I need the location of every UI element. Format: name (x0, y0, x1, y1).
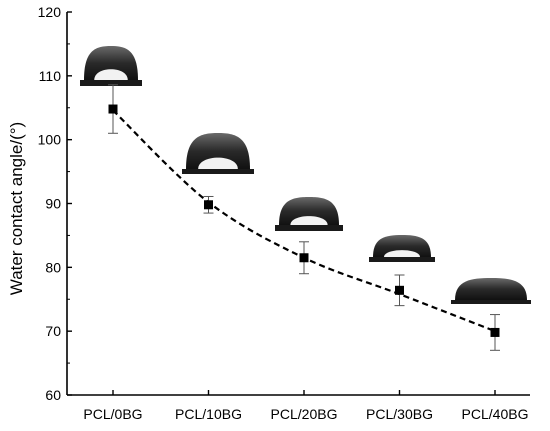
substrate (369, 257, 435, 262)
water-droplet-image (80, 46, 142, 86)
x-tick-label: PCL/0BG (83, 406, 142, 422)
x-tick-label: PCL/40BG (462, 406, 529, 422)
substrate (275, 225, 343, 231)
data-point (299, 253, 309, 263)
y-tick-label: 60 (45, 387, 61, 403)
y-tick-label: 90 (45, 196, 61, 212)
x-tick-label: PCL/20BG (271, 406, 338, 422)
substrate (451, 300, 531, 304)
data-point (108, 104, 118, 114)
substrate (182, 169, 254, 174)
droplet-highlight (94, 69, 128, 80)
y-tick-label: 120 (38, 4, 62, 20)
data-point (490, 327, 500, 337)
y-axis-label: Water contact angle/(°) (7, 122, 26, 295)
y-tick-label: 110 (39, 68, 62, 84)
data-point (204, 200, 213, 210)
droplet (455, 278, 527, 300)
x-tick-label: PCL/10BG (175, 406, 242, 422)
water-droplet-image (451, 278, 531, 304)
droplet (279, 197, 339, 225)
droplet (84, 46, 138, 80)
water-droplet-image (275, 197, 343, 231)
droplet-highlight (198, 157, 238, 169)
y-tick-label: 70 (45, 323, 61, 339)
x-tick-label: PCL/30BG (366, 406, 433, 422)
data-point (395, 285, 404, 295)
droplet (373, 235, 431, 257)
y-tick-label: 80 (45, 259, 61, 275)
y-tick-label: 100 (38, 132, 62, 148)
droplet (186, 133, 250, 169)
water-droplet-image (182, 133, 254, 174)
droplet-highlight (384, 250, 420, 257)
substrate (80, 80, 142, 86)
droplet-highlight (290, 216, 328, 225)
water-droplet-image (369, 235, 435, 262)
